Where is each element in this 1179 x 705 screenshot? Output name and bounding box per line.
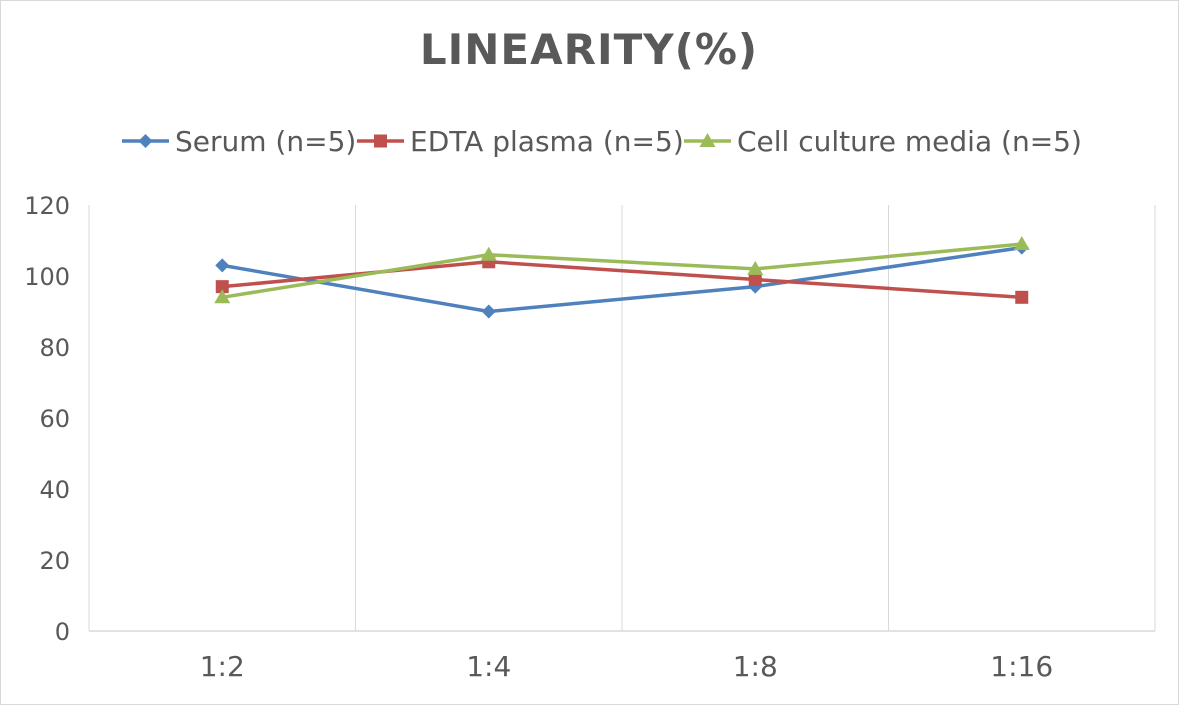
chart-title: LINEARITY(%): [420, 25, 758, 74]
x-axis-ticks: 1:2 1:4 1:8 1:16: [200, 650, 1053, 683]
x-tick-label: 1:16: [990, 650, 1053, 683]
x-tick-label: 1:4: [466, 650, 511, 683]
y-tick-label: 20: [39, 547, 70, 575]
grid: [88, 205, 1156, 632]
x-tick-label: 1:8: [733, 650, 778, 683]
legend-marker: [138, 134, 153, 148]
legend-marker: [699, 133, 716, 147]
data-point: [1015, 290, 1029, 304]
series-line: [221, 245, 1023, 314]
y-tick-label: 40: [39, 476, 70, 504]
series-line: [221, 242, 1022, 300]
y-tick-label: 100: [24, 263, 70, 291]
data-point: [481, 304, 496, 319]
y-axis-ticks: 0 20 40 60 80 100 120: [24, 192, 70, 646]
legend-item: Cell culture media (n=5): [684, 125, 1082, 158]
y-tick-label: 80: [39, 334, 70, 362]
series-2: [215, 255, 1029, 304]
data-point: [748, 273, 762, 287]
y-tick-label: 0: [55, 618, 70, 646]
series-3: [214, 236, 1030, 304]
data-point: [747, 260, 764, 275]
series-line: [222, 260, 1022, 300]
legend-label: Cell culture media (n=5): [737, 125, 1082, 158]
legend: Serum (n=5) EDTA plasma (n=5) Cell culture…: [122, 125, 1082, 158]
series-group: [214, 236, 1030, 319]
y-tick-label: 120: [24, 192, 70, 220]
legend-label: EDTA plasma (n=5): [410, 125, 684, 158]
data-point: [215, 280, 229, 294]
legend-item: Serum (n=5): [122, 125, 356, 158]
legend-marker: [374, 134, 387, 148]
data-point: [480, 246, 497, 261]
data-point: [214, 289, 231, 304]
legend-item: EDTA plasma (n=5): [357, 125, 684, 158]
series-1: [215, 240, 1029, 319]
legend-label: Serum (n=5): [175, 125, 356, 158]
data-point: [215, 258, 230, 273]
data-point: [1013, 236, 1030, 251]
y-tick-label: 60: [39, 405, 70, 433]
x-tick-label: 1:2: [200, 650, 245, 683]
